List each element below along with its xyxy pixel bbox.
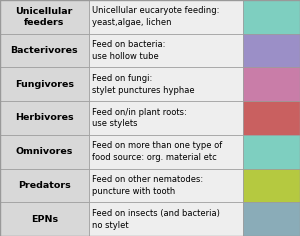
Bar [88,0,243,34]
Bar [243,67,300,101]
Text: Feed on more than one type of
food source: org. material etc: Feed on more than one type of food sourc… [92,141,222,162]
Bar [88,34,243,67]
Text: Omnivores: Omnivores [16,147,73,156]
Bar [88,67,243,101]
Bar [243,101,300,135]
Text: Feed on other nematodes:
puncture with tooth: Feed on other nematodes: puncture with t… [92,175,202,196]
Bar [243,202,300,236]
Text: Feed on insects (and bacteria)
no stylet: Feed on insects (and bacteria) no stylet [92,209,219,230]
Bar [243,135,300,169]
Bar [0,0,88,34]
Bar [0,101,88,135]
Bar [0,169,88,202]
Text: EPNs: EPNs [31,215,58,224]
Bar [88,101,243,135]
Bar [88,202,243,236]
Text: Feed on/in plant roots:
use stylets: Feed on/in plant roots: use stylets [92,108,186,128]
Bar [88,169,243,202]
Bar [243,169,300,202]
Bar [243,0,300,34]
Bar [88,135,243,169]
Bar [0,202,88,236]
Text: Herbivores: Herbivores [15,114,74,122]
Bar [243,34,300,67]
Bar [0,67,88,101]
Text: Feed on bacteria:
use hollow tube: Feed on bacteria: use hollow tube [92,40,165,61]
Text: Predators: Predators [18,181,70,190]
Text: Feed on fungi:
stylet punctures hyphae: Feed on fungi: stylet punctures hyphae [92,74,194,95]
Text: Fungivores: Fungivores [15,80,74,89]
Text: Bacterivores: Bacterivores [11,46,78,55]
Bar [0,135,88,169]
Bar [0,34,88,67]
Text: Unicellular
feeders: Unicellular feeders [16,7,73,27]
Text: Unicellular eucaryote feeding:
yeast,algae, lichen: Unicellular eucaryote feeding: yeast,alg… [92,6,219,27]
